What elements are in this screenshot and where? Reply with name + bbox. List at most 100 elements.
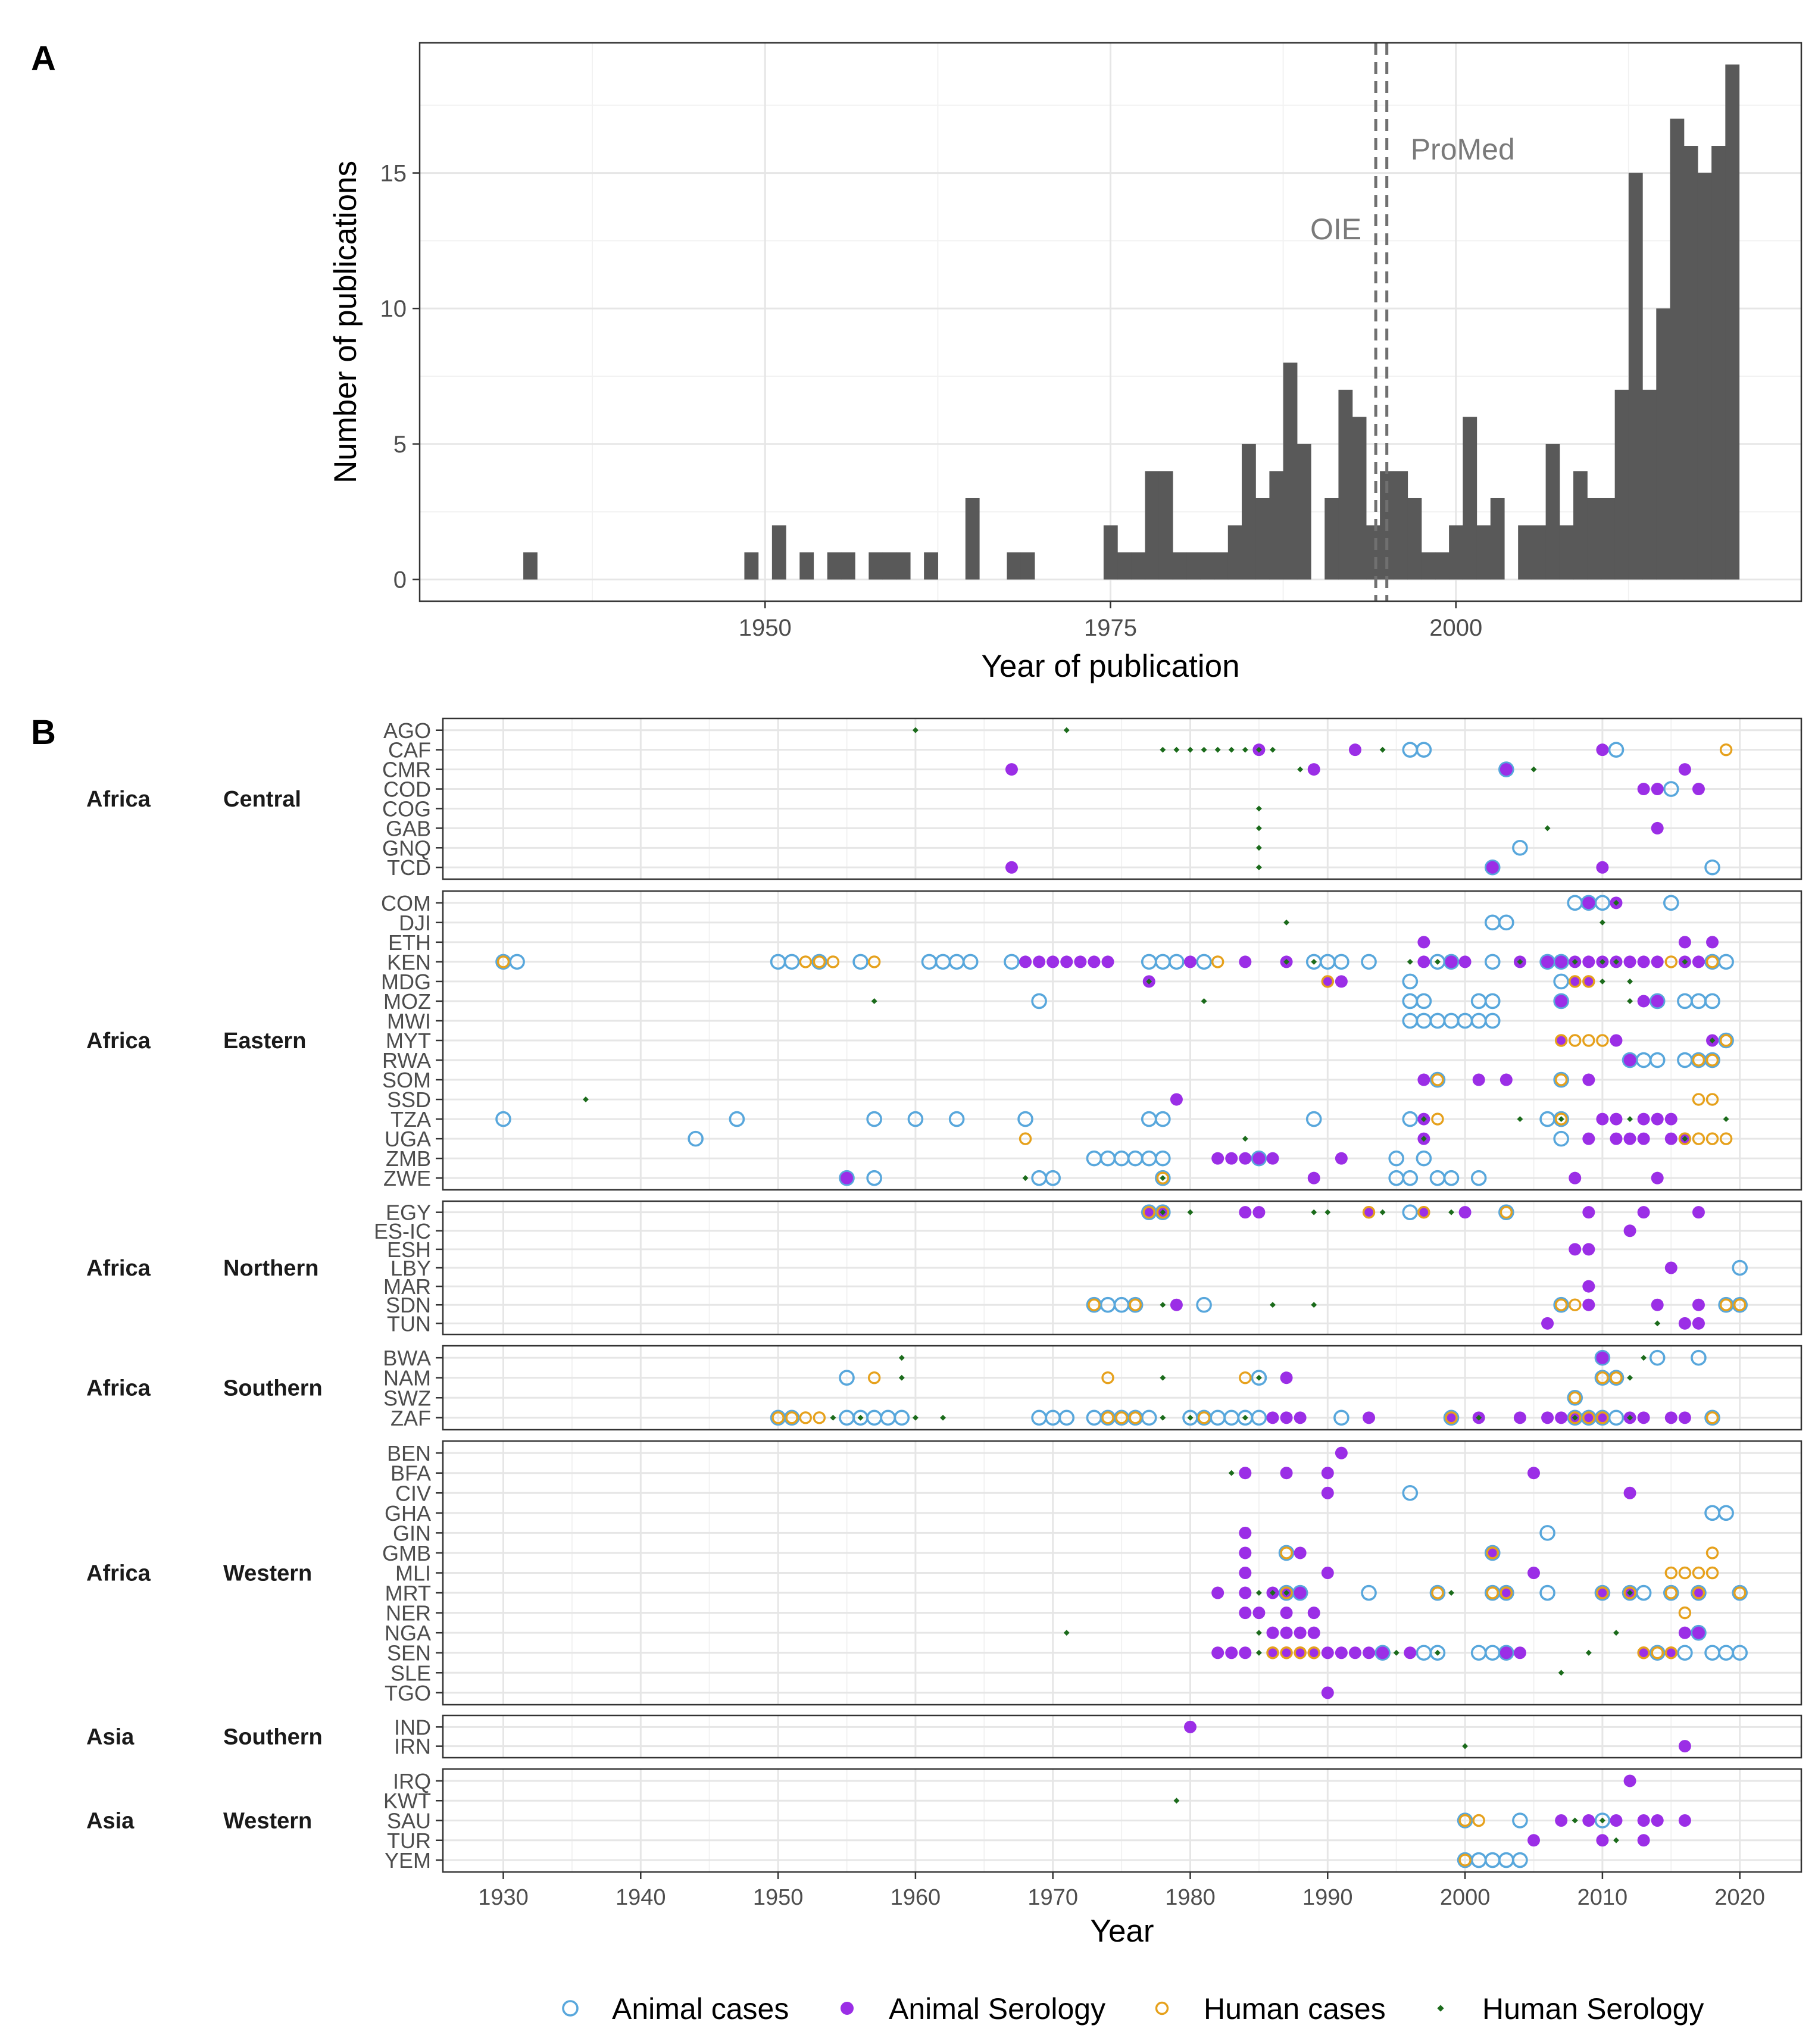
region-panel-africa-eastern: Africa Eastern COMDJIETHKENMDGMOZMWIMYTRWA… [86,890,1802,1191]
animal-case-point [1045,1170,1061,1186]
human-serology-point [1641,1355,1647,1361]
country-label: SSD [387,1087,431,1112]
legend-label: Human cases [1204,1992,1386,2026]
animal-case-point [495,1111,511,1127]
animal-serology-point [1239,1646,1252,1659]
human-serology-point [1187,1209,1194,1215]
animal-case-point [1567,1389,1583,1406]
animal-case-point [1402,973,1419,990]
histogram-bar [965,498,980,580]
animal-case-point [1361,1584,1377,1601]
human-case-point [799,1411,812,1424]
histogram-bar [1117,552,1132,580]
animal-case-point [1553,1071,1569,1088]
animal-case-point [1305,1111,1322,1127]
human-serology-point [1434,1649,1441,1656]
human-serology-point [1160,746,1166,753]
animal-serology-point [1596,1834,1609,1847]
human-case-point [1156,1171,1170,1184]
animal-serology-point [1335,975,1348,988]
x-tick-label: 1970 [1027,1885,1078,1910]
animal-case-point [1402,1111,1419,1127]
animal-case-point [1649,1052,1666,1068]
y-tick-label: 10 [380,296,407,322]
animal-serology-point [1239,1546,1252,1559]
animal-case-point [783,954,800,970]
animal-serology-point [1266,1152,1279,1165]
country-label: ETH [388,930,431,955]
country-label: MYT [386,1029,431,1053]
human-case-point [1705,1054,1719,1067]
region-panel-frame [442,1714,1802,1759]
animal-serology-point [1033,955,1046,968]
animal-case-point [866,1111,882,1127]
animal-serology-point [1541,955,1554,968]
animal-case-point [1594,1584,1611,1601]
animal-serology-point [1637,1206,1650,1219]
animal-case-point [852,954,869,970]
human-serology-point [1283,1590,1290,1596]
human-case-point [1362,1205,1376,1219]
animal-case-point [1333,954,1349,970]
histogram-bar [1324,498,1339,580]
animal-case-point [1361,954,1377,970]
animal-case-point [1416,742,1432,758]
country-label: BEN [387,1441,431,1465]
human-case-point [1280,1546,1293,1559]
human-case-point [1623,1586,1636,1599]
animal-case-point [1649,1349,1666,1366]
human-case-point [1307,1646,1320,1659]
animal-case-point [1388,1150,1404,1167]
animal-serology-point [1596,1351,1609,1364]
animal-serology-point [1404,1646,1417,1659]
animal-case-point [1594,1349,1611,1366]
human-case-point [1294,1646,1307,1659]
human-serology-point [1187,746,1194,753]
legend-animal-cases-symbol [562,2000,579,2017]
human-case-point [1239,1371,1252,1384]
animal-serology-point [1321,1686,1334,1699]
y-tick-label: 5 [393,432,407,458]
human-serology-point [1627,1590,1633,1596]
animal-case-point [1416,993,1432,1010]
human-serology-point [1063,1630,1070,1636]
animal-serology-point [1623,1224,1636,1237]
histogram-bar [1283,362,1298,580]
animal-serology-point [1527,1834,1540,1847]
animal-case-point [1691,1349,1707,1366]
animal-case-point [1470,1170,1487,1186]
country-label: LBY [391,1256,431,1280]
animal-serology-point [1623,955,1636,968]
human-serology-point [1613,899,1619,906]
human-case-point [496,955,510,968]
histogram-bar [1352,417,1367,580]
animal-serology-point [1664,1112,1677,1126]
human-case-point [1705,955,1719,968]
human-serology-point [898,1355,905,1361]
country-label: MOZ [383,989,431,1014]
human-serology-point [1627,1414,1633,1421]
human-case-point [1458,1814,1472,1827]
animal-serology-point [1692,955,1705,968]
animal-case-point [1732,1296,1748,1313]
human-serology-point [1517,958,1523,965]
continent-label: Africa [86,1029,151,1054]
animal-serology-point [1321,1646,1334,1659]
human-serology-point [1311,1302,1317,1308]
animal-case-point [948,1111,965,1127]
animal-serology-point [1664,1132,1677,1145]
animal-serology-point [1280,1626,1293,1639]
human-serology-point [898,1374,905,1381]
histogram-bar [1656,308,1671,580]
human-case-point [1115,1411,1128,1424]
animal-case-point [894,1409,910,1426]
country-label: SOM [382,1068,431,1092]
country-label: COD [383,777,431,802]
animal-case-point [1484,859,1501,876]
histogram-bar [1463,417,1477,580]
human-case-point [1719,1132,1733,1145]
region-label: Eastern [223,1029,306,1054]
country-label: BWA [383,1346,431,1370]
human-case-point [1692,1132,1705,1145]
human-serology-point [1476,1414,1482,1421]
